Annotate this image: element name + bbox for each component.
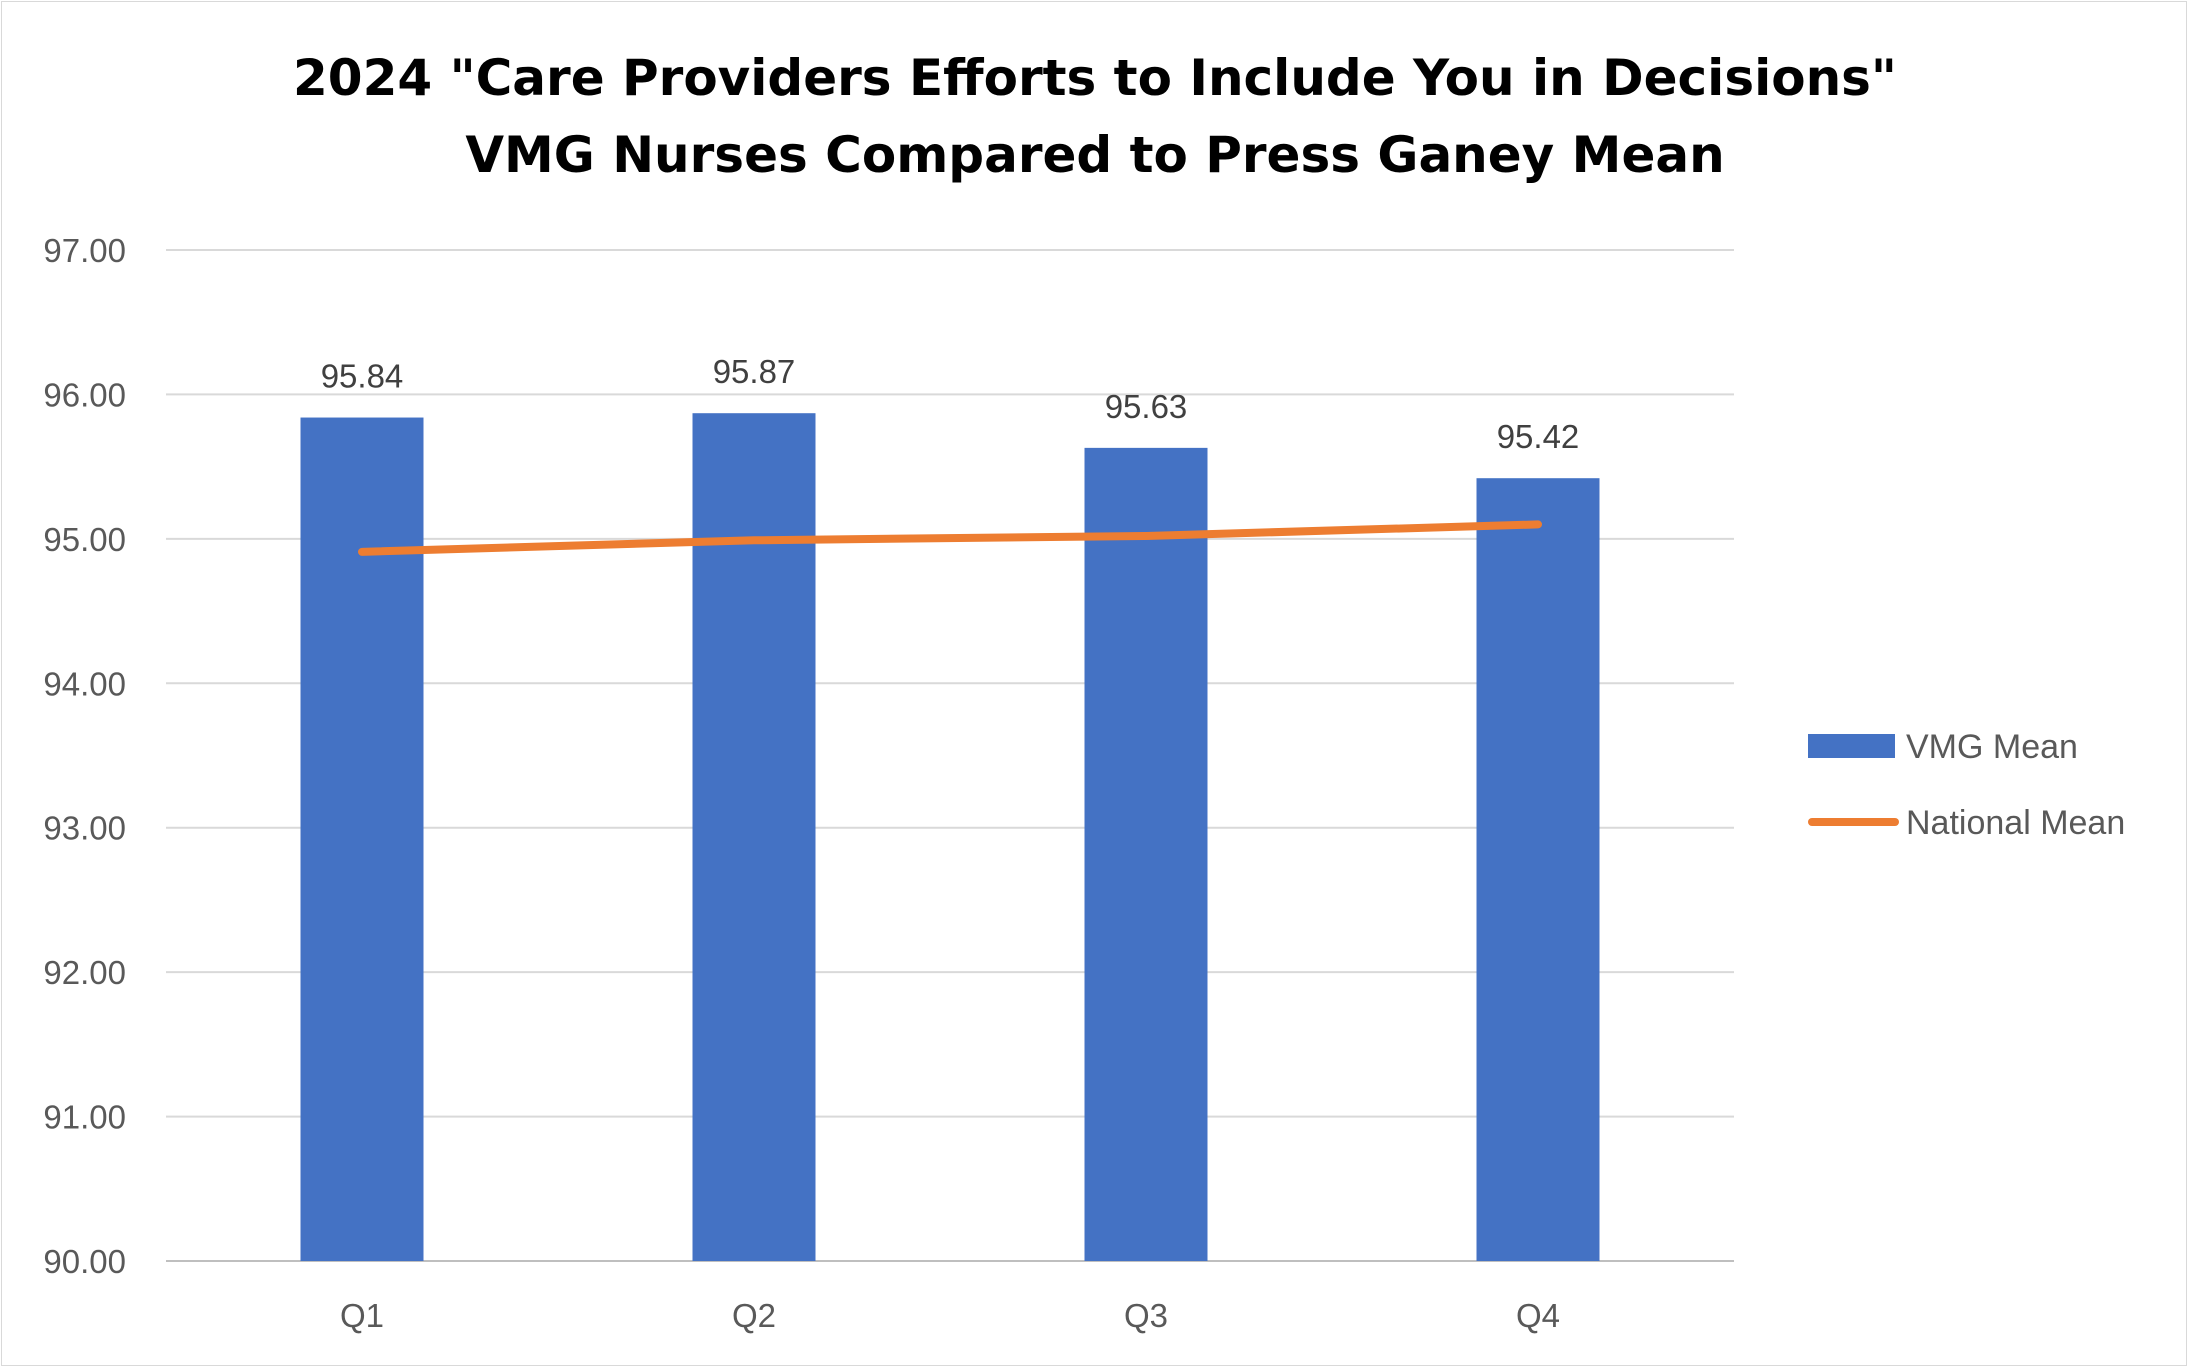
- y-tick-label: 90.00: [43, 1243, 126, 1280]
- y-tick-label: 97.00: [43, 232, 126, 269]
- bar: [692, 413, 816, 1261]
- bar: [300, 417, 424, 1262]
- bar: [1084, 447, 1208, 1261]
- data-label: 95.84: [321, 358, 404, 395]
- chart-title: 2024 "Care Providers Efforts to Include …: [293, 49, 1897, 107]
- line-series-national-mean: [358, 520, 1542, 556]
- y-tick-label: 96.00: [43, 376, 126, 413]
- y-tick-label: 93.00: [43, 810, 126, 847]
- legend-label-vmg-mean: VMG Mean: [1906, 728, 2078, 766]
- national-mean-line: [358, 520, 1542, 556]
- y-tick-label: 94.00: [43, 665, 126, 702]
- data-label: 95.87: [713, 353, 796, 390]
- y-tick-label: 95.00: [43, 521, 126, 558]
- data-label: 95.63: [1105, 388, 1188, 425]
- data-labels: 95.84 95.87 95.63 95.42: [321, 353, 1580, 455]
- x-tick-label: Q1: [340, 1297, 384, 1334]
- legend-label-national-mean: National Mean: [1906, 804, 2125, 842]
- data-label: 95.42: [1497, 418, 1580, 455]
- legend: VMG Mean National Mean: [1808, 728, 2125, 842]
- y-tick-label: 92.00: [43, 954, 126, 991]
- bar: [1476, 478, 1600, 1261]
- axes: 90.00 91.00 92.00 93.00 94.00 95.00 96.00 97.00…: [43, 232, 1560, 1334]
- y-tick-label: 91.00: [43, 1099, 126, 1136]
- x-tick-label: Q2: [732, 1297, 776, 1334]
- bar-series-vmg-mean: [300, 413, 1600, 1262]
- legend-swatch-vmg-mean: [1808, 734, 1895, 758]
- x-tick-label: Q4: [1516, 1297, 1560, 1334]
- x-tick-label: Q3: [1124, 1297, 1168, 1334]
- chart-subtitle: VMG Nurses Compared to Press Ganey Mean: [465, 126, 1724, 184]
